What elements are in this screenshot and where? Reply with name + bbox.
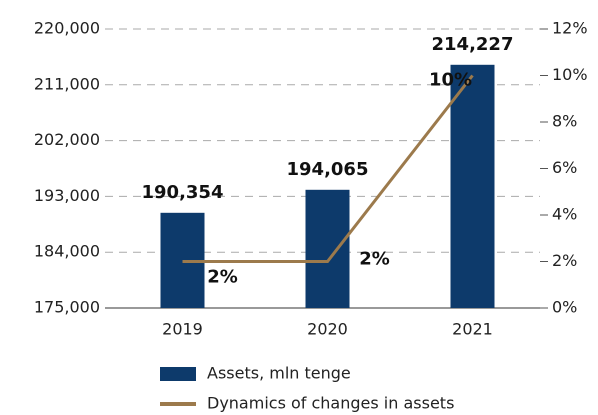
data-label: 194,065 xyxy=(287,159,369,180)
data-label: 2% xyxy=(359,249,390,270)
data-label: 2% xyxy=(207,267,238,288)
y2-tick-label: 10% xyxy=(552,65,588,84)
y2-tick-label: 8% xyxy=(552,112,577,131)
y-tick-label: 175,000 xyxy=(34,298,100,317)
y-tick-label: 220,000 xyxy=(34,19,100,38)
y-tick-label: 202,000 xyxy=(34,130,100,149)
y2-tick-label: 2% xyxy=(552,251,577,270)
y2-tick-label: 0% xyxy=(552,298,577,317)
line xyxy=(182,74,474,263)
x-tick-label: 2020 xyxy=(307,320,348,339)
y2-tick-label: 6% xyxy=(552,158,577,177)
legend-swatch xyxy=(160,367,196,381)
bar xyxy=(450,64,495,308)
legend-label: Assets, mln tenge xyxy=(207,364,351,383)
data-label: 10% xyxy=(429,70,472,91)
y-tick-label: 211,000 xyxy=(34,74,100,93)
y2-tick-label: 12% xyxy=(552,19,588,38)
x-tick-label: 2019 xyxy=(162,320,203,339)
y2-tick-label: 4% xyxy=(552,205,577,224)
data-label: 190,354 xyxy=(142,182,224,203)
x-tick-label: 2021 xyxy=(452,320,493,339)
data-label: 214,227 xyxy=(432,34,514,55)
y-tick-label: 184,000 xyxy=(34,242,100,261)
legend-label: Dynamics of changes in assets xyxy=(207,394,454,413)
y-tick-label: 193,000 xyxy=(34,186,100,205)
bar xyxy=(305,189,350,308)
